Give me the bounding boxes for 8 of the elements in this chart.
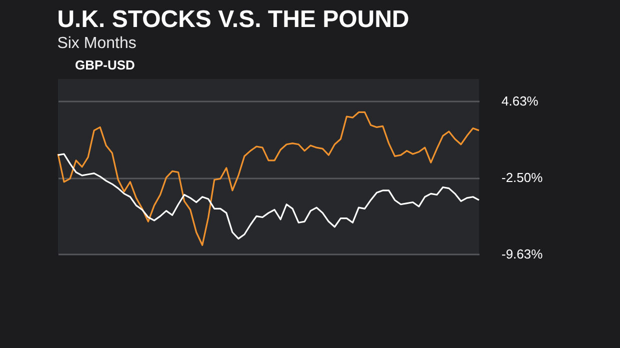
y-tick-label: -2.50% — [502, 170, 544, 186]
text: GBP-USD — [75, 58, 135, 72]
line-series — [57, 153, 480, 240]
chart-subtitle: Six Months — [57, 35, 136, 52]
y-tick-label: -9.63% — [502, 246, 544, 262]
chart-title: U.K. STOCKS V.S. THE POUND — [57, 6, 410, 33]
y-tick-label: 4.63% — [502, 94, 539, 109]
line-series — [57, 111, 480, 246]
